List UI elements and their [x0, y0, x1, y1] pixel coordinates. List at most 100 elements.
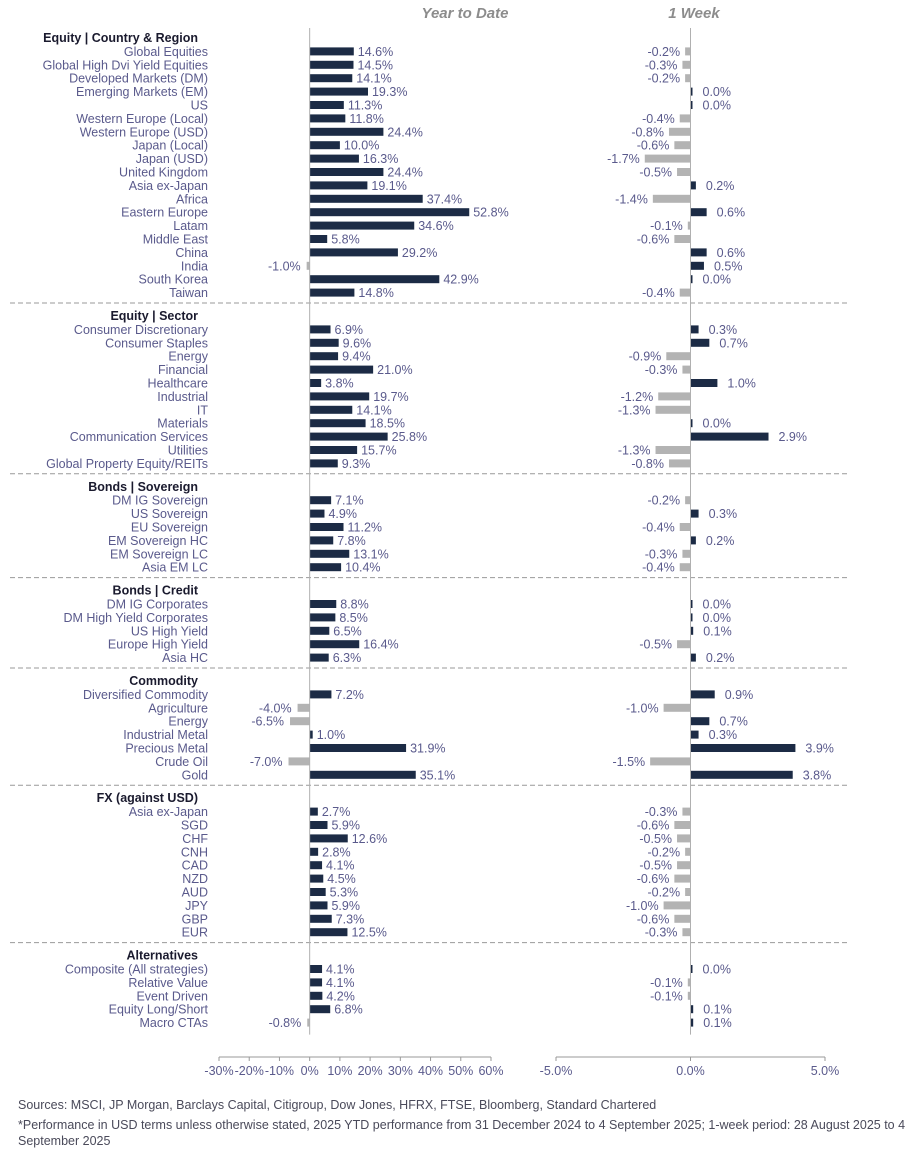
category-label: Global Equities	[124, 45, 208, 59]
category-label: Healthcare	[148, 377, 208, 391]
footnote-text: *Performance in USD terms unless otherwi…	[18, 1118, 906, 1148]
ytd-bar	[309, 523, 344, 531]
ytd-tick-label: -30%	[204, 1064, 233, 1078]
category-label: Asia HC	[162, 651, 208, 665]
ytd-bar	[307, 1018, 310, 1027]
week-value-label: 0.6%	[717, 246, 746, 260]
ytd-bar	[297, 703, 310, 712]
week-value-label: 0.1%	[703, 624, 732, 638]
ytd-bar	[309, 74, 353, 83]
ytd-bar	[309, 352, 339, 361]
ytd-bar	[309, 365, 374, 374]
week-value-label: 0.0%	[703, 598, 732, 612]
week-value-label: -0.6%	[637, 819, 670, 833]
ytd-bar	[309, 101, 344, 109]
week-value-label: 0.5%	[714, 259, 743, 273]
ytd-bar	[309, 653, 329, 662]
week-bar	[682, 60, 691, 69]
ytd-bar	[309, 821, 328, 829]
ytd-value-label: 52.8%	[473, 206, 508, 220]
week-value-label: -0.4%	[642, 112, 675, 126]
category-label: IT	[197, 403, 208, 417]
week-value-label: -0.1%	[650, 976, 683, 990]
ytd-value-label: 6.9%	[335, 323, 364, 337]
ytd-bar	[309, 509, 325, 518]
week-bar	[666, 352, 691, 361]
category-label: Latam	[173, 219, 208, 233]
ytd-value-label: 42.9%	[443, 273, 478, 287]
category-label: Eastern Europe	[121, 206, 208, 220]
category-label: US	[191, 99, 208, 113]
ytd-bar	[309, 874, 324, 883]
ytd-value-label: 6.3%	[333, 651, 362, 665]
ytd-value-label: 12.6%	[352, 832, 387, 846]
ytd-value-label: 11.2%	[348, 521, 383, 535]
week-bar	[674, 914, 691, 923]
category-label: Energy	[168, 715, 208, 729]
category-label: Industrial Metal	[123, 728, 208, 742]
ytd-value-label: 8.8%	[340, 598, 369, 612]
week-bar	[682, 549, 691, 558]
ytd-value-label: 4.1%	[326, 963, 355, 977]
section-header: Bonds | Sovereign	[88, 480, 198, 494]
ytd-tick-label: 40%	[418, 1064, 443, 1078]
week-bar	[690, 248, 707, 257]
ytd-tick-label: -10%	[265, 1064, 294, 1078]
ytd-bar	[309, 549, 350, 558]
category-label: JPY	[185, 899, 209, 913]
category-label: EU Sovereign	[131, 521, 208, 535]
ytd-value-label: 5.9%	[331, 819, 360, 833]
ytd-tick-label: 60%	[478, 1064, 503, 1078]
week-bar	[690, 965, 693, 973]
ytd-value-label: 7.3%	[336, 912, 365, 926]
ytd-bar	[309, 901, 328, 910]
ytd-value-label: 31.9%	[410, 742, 445, 756]
week-value-label: 0.6%	[717, 206, 746, 220]
ytd-value-label: 2.8%	[322, 845, 351, 859]
ytd-tick-label: 30%	[388, 1064, 413, 1078]
ytd-bar	[309, 459, 338, 468]
ytd-bar	[309, 87, 368, 96]
ytd-value-label: 6.5%	[333, 624, 362, 638]
ytd-value-label: 8.5%	[339, 611, 368, 625]
category-label: GBP	[182, 912, 208, 926]
ytd-value-label: -4.0%	[259, 701, 292, 715]
week-bar	[690, 600, 693, 608]
ytd-bar	[309, 248, 398, 257]
week-bar	[652, 194, 691, 203]
ytd-bar	[288, 757, 310, 766]
week-value-label: -0.5%	[639, 859, 672, 873]
week-value-label: 3.9%	[805, 742, 834, 756]
week-bar	[690, 717, 710, 726]
ytd-bar	[309, 419, 366, 428]
ytd-value-label: -6.5%	[251, 715, 284, 729]
week-value-label: -1.4%	[615, 192, 648, 206]
ytd-value-label: -0.8%	[269, 1016, 302, 1030]
week-value-label: 1.0%	[727, 377, 756, 391]
section-header: Equity | Sector	[110, 309, 198, 323]
category-label: DM IG Corporates	[107, 598, 208, 612]
week-bar	[685, 496, 691, 505]
week-bar	[682, 807, 691, 816]
week-value-label: 0.0%	[703, 273, 732, 287]
section-header: Alternatives	[126, 949, 198, 963]
category-label: Composite (All strategies)	[65, 963, 208, 977]
week-bar	[685, 47, 691, 56]
ytd-bar	[309, 563, 342, 572]
week-bar	[690, 101, 693, 109]
week-bar	[685, 74, 691, 83]
week-value-label: -0.4%	[642, 521, 675, 535]
ytd-bar	[309, 600, 337, 608]
ytd-value-label: 7.1%	[335, 494, 364, 508]
category-label: SGD	[181, 819, 208, 833]
week-bar	[690, 208, 707, 217]
week-value-label: 0.0%	[703, 611, 732, 625]
ytd-value-label: 13.1%	[353, 547, 388, 561]
ytd-bar	[309, 288, 355, 297]
week-bar	[690, 730, 699, 739]
ytd-value-label: 9.3%	[342, 457, 371, 471]
week-bar	[690, 744, 796, 752]
week-value-label: 0.0%	[703, 85, 732, 99]
week-bar	[690, 87, 693, 96]
week-panel-title: 1 Week	[668, 5, 720, 22]
